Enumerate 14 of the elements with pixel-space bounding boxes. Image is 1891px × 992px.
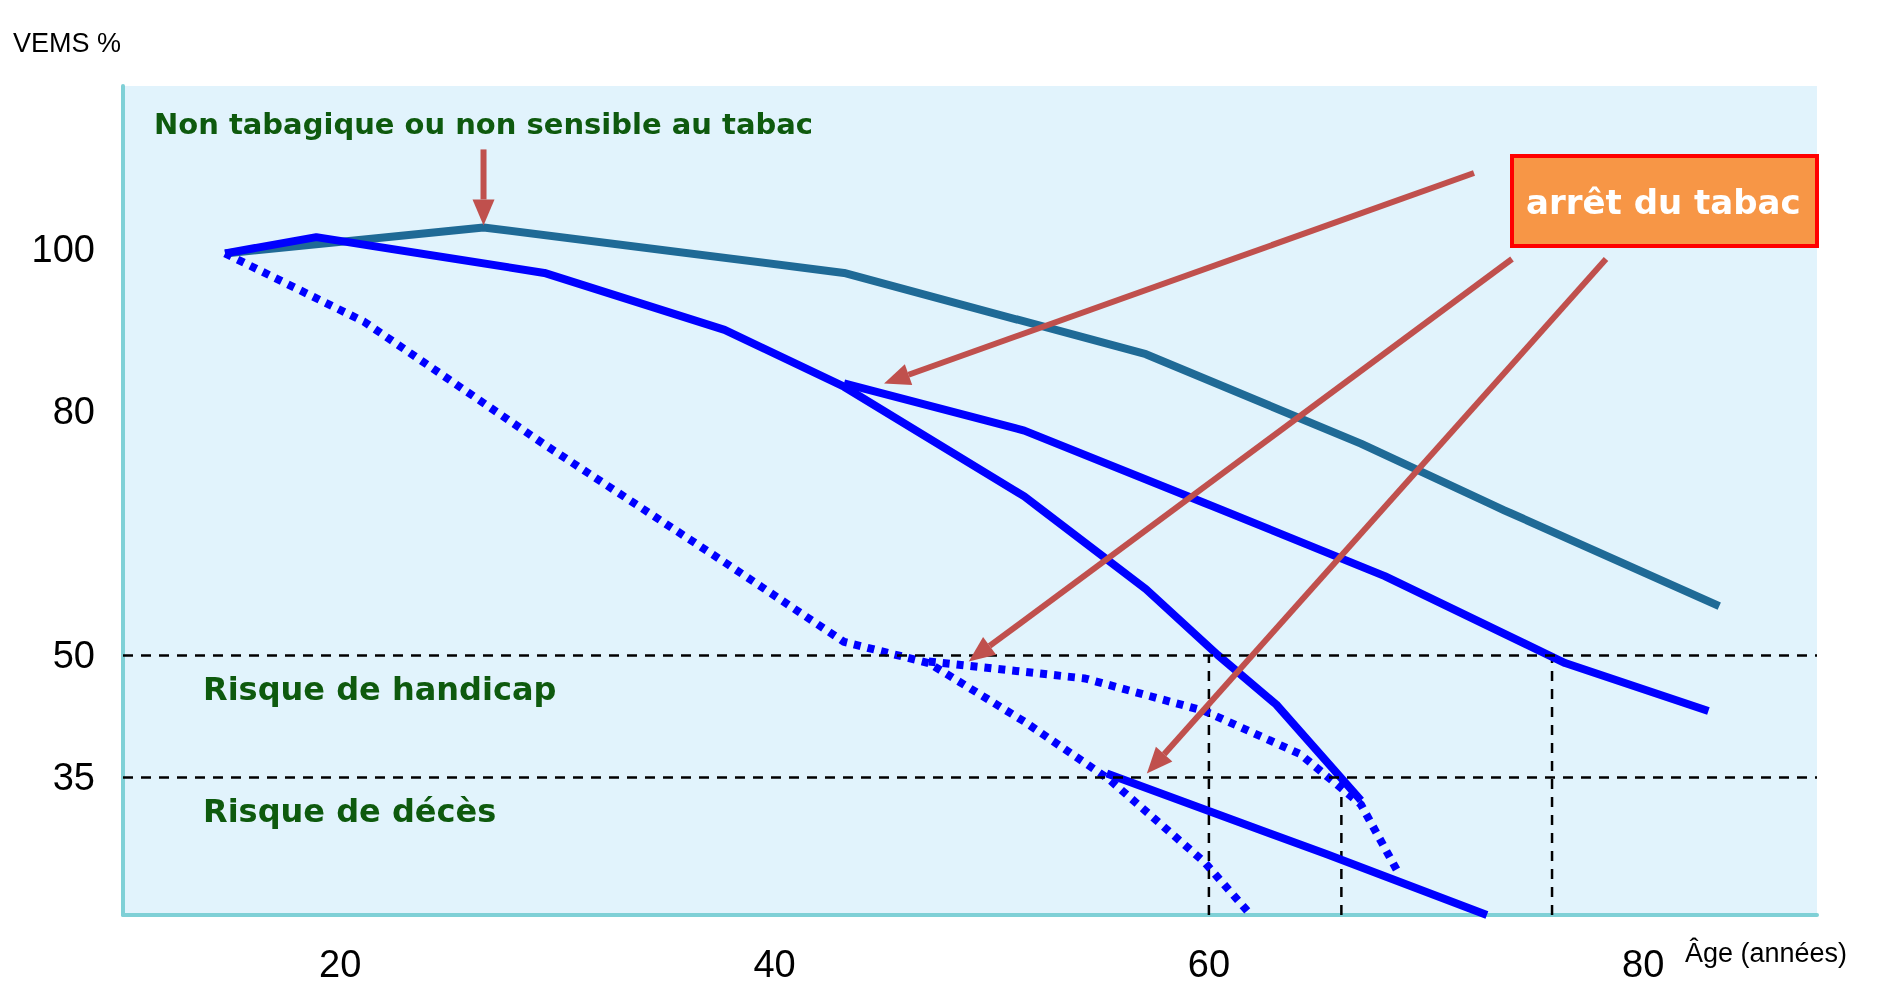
y-tick-label: 100 [31, 227, 95, 270]
ref-line-label: Risque de décès [203, 791, 497, 830]
x-tick-label: 40 [753, 943, 796, 985]
x-axis-title: Âge (années) [1685, 936, 1848, 968]
y-axis-title: VEMS % [13, 27, 122, 58]
x-tick-label: 80 [1622, 943, 1665, 985]
x-tick-label: 20 [319, 943, 362, 985]
ref-line-label: Risque de handicap [203, 669, 557, 708]
y-tick-label: 35 [52, 755, 95, 798]
annotation: arrêt du tabac [1526, 182, 1801, 222]
y-tick-label: 80 [52, 390, 95, 433]
y-tick-label: 50 [52, 633, 95, 676]
x-tick-label: 60 [1187, 943, 1231, 985]
annotation: Non tabagique ou non sensible au tabac [153, 107, 814, 142]
